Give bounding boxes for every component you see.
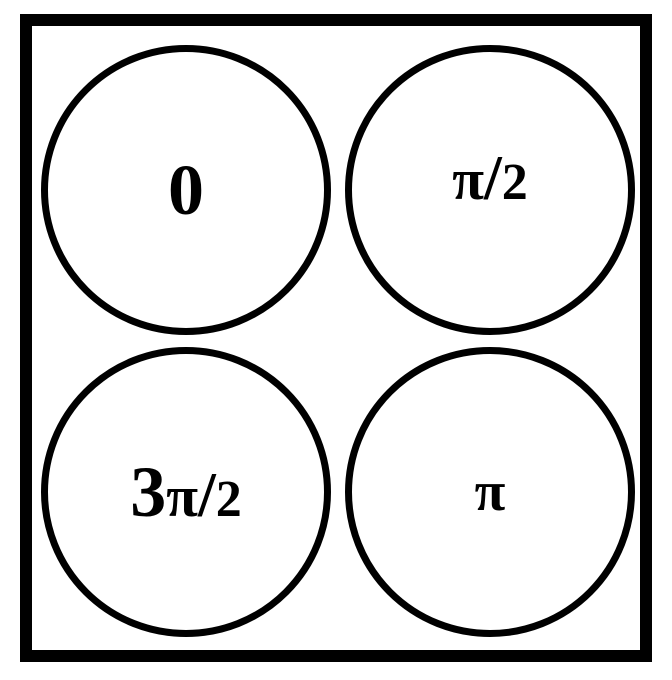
circle-top-left: 0	[41, 45, 331, 335]
slash-tr: /	[484, 146, 502, 210]
pi-glyph-tr: π	[452, 151, 484, 209]
slash-bl: /	[198, 463, 216, 527]
pi-glyph-bl: π	[166, 468, 198, 526]
denom-bl: 2	[216, 474, 242, 526]
circle-bottom-right: π	[345, 347, 635, 637]
label-pi-over-2: π/2	[452, 146, 528, 210]
zero-text: 0	[168, 154, 204, 226]
circle-bottom-left: 3π/2	[41, 347, 331, 637]
label-pi: π	[475, 464, 506, 520]
label-3pi-over-2: 3π/2	[130, 456, 242, 528]
circle-top-right: π/2	[345, 45, 635, 335]
pi-glyph-br: π	[475, 464, 506, 520]
denom-tr: 2	[502, 157, 528, 209]
lead-3: 3	[130, 456, 166, 528]
label-zero: 0	[168, 154, 204, 226]
